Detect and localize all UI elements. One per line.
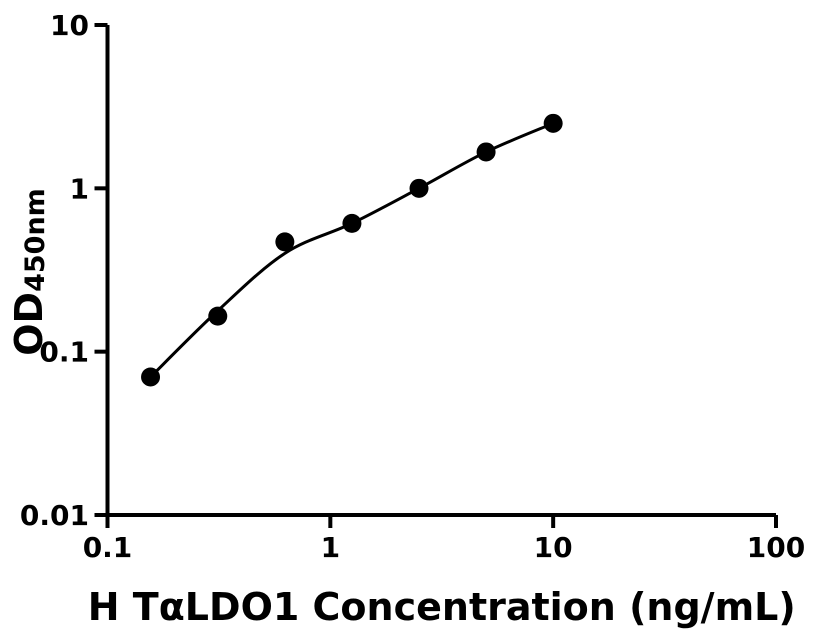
x-axis-title: H TαLDO1 Concentration (ng/mL)	[88, 585, 796, 629]
data-point	[141, 367, 161, 387]
data-point	[476, 142, 496, 162]
data-point	[208, 306, 228, 326]
y-axis-title-subscript: 450nm	[20, 188, 51, 292]
x-tick-label: 0.1	[83, 531, 133, 564]
y-tick-label: 0.1	[39, 336, 89, 369]
x-tick-label: 100	[747, 531, 805, 564]
data-point	[543, 113, 563, 133]
x-tick-label: 1	[321, 531, 340, 564]
y-tick-label: 1	[70, 172, 89, 205]
y-axis-title: OD450nm	[7, 188, 51, 356]
axis-spines	[105, 25, 776, 517]
data-point	[342, 213, 362, 233]
data-point	[275, 232, 295, 252]
x-tick-label: 10	[534, 531, 573, 564]
plot-layer	[141, 113, 563, 387]
y-axis-title-main: OD	[7, 292, 51, 356]
y-tick-label: 10	[50, 9, 89, 42]
fit-curve	[149, 121, 555, 379]
y-tick-label: 0.01	[20, 499, 89, 532]
data-point	[409, 178, 429, 198]
